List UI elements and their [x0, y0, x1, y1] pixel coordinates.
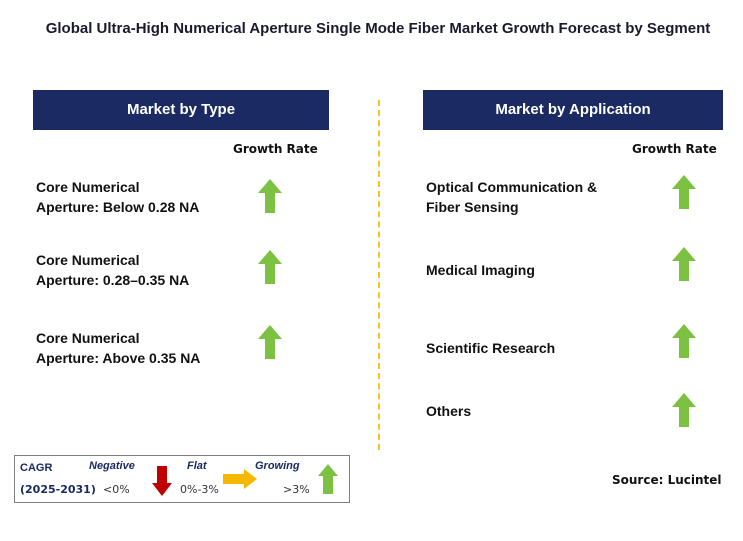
- legend-cagr: CAGR: [20, 462, 53, 474]
- legend-growing: Growing: [255, 460, 300, 472]
- up-arrow-icon: [672, 175, 696, 209]
- legend-flat: Flat: [187, 460, 207, 472]
- up-arrow-icon: [258, 179, 282, 213]
- up-arrow-icon: [318, 464, 338, 494]
- application-growth-rate-label: Growth Rate: [632, 142, 717, 156]
- down-arrow-icon: [152, 466, 172, 496]
- legend-negative-range: <0%: [103, 483, 130, 496]
- legend-flat-range: 0%-3%: [180, 483, 219, 496]
- application-segment-4: Others: [426, 403, 472, 419]
- legend-growing-range: >3%: [283, 483, 310, 496]
- chart-title: Global Ultra-High Numerical Aperture Sin…: [45, 20, 711, 37]
- cagr-legend: CAGR (2025-2031) Negative <0% Flat 0%-3%…: [14, 455, 350, 503]
- type-segment-3: Core Numerical Aperture: Above 0.35 NA: [36, 330, 201, 366]
- up-arrow-icon: [258, 325, 282, 359]
- up-arrow-icon: [672, 324, 696, 358]
- application-segment-2: Medical Imaging: [426, 262, 535, 278]
- column-divider: [378, 100, 380, 450]
- application-segment-1: Optical Communication & Fiber Sensing: [426, 179, 598, 215]
- right-arrow-icon: [223, 469, 257, 489]
- type-growth-rate-label: Growth Rate: [233, 142, 318, 156]
- up-arrow-icon: [672, 393, 696, 427]
- legend-negative: Negative: [89, 460, 135, 472]
- type-segment-1: Core Numerical Aperture: Below 0.28 NA: [36, 179, 200, 215]
- application-segment-3: Scientific Research: [426, 340, 556, 356]
- type-segment-2: Core Numerical Aperture: 0.28–0.35 NA: [36, 252, 190, 288]
- legend-period: (2025-2031): [20, 483, 96, 496]
- type-header: Market by Type: [33, 90, 329, 130]
- up-arrow-icon: [258, 250, 282, 284]
- source-note: Source: Lucintel: [612, 473, 722, 487]
- up-arrow-icon: [672, 247, 696, 281]
- application-header: Market by Application: [423, 90, 723, 130]
